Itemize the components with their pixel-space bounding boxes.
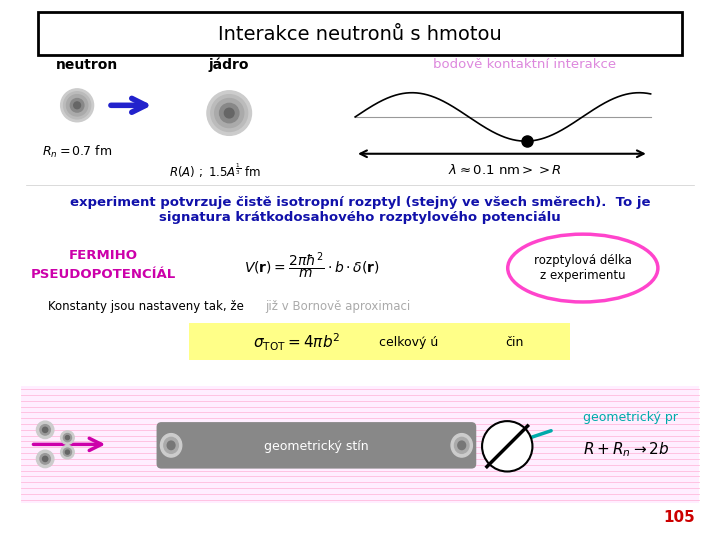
- Ellipse shape: [66, 450, 69, 454]
- Text: FERMIHO
PSEUDOPOTENCÍÁL: FERMIHO PSEUDOPOTENCÍÁL: [31, 249, 176, 281]
- FancyBboxPatch shape: [156, 422, 476, 469]
- Ellipse shape: [42, 427, 48, 433]
- Ellipse shape: [458, 441, 466, 450]
- Ellipse shape: [40, 424, 50, 435]
- Ellipse shape: [161, 434, 181, 457]
- Bar: [21, 386, 699, 503]
- Text: $R(A)\ ;\ 1.5A^{\frac{1}{3}}\ \mathrm{fm}$: $R(A)\ ;\ 1.5A^{\frac{1}{3}}\ \mathrm{fm…: [168, 162, 261, 180]
- Ellipse shape: [211, 94, 248, 131]
- Ellipse shape: [220, 103, 239, 123]
- Ellipse shape: [167, 441, 175, 450]
- Text: $R + R_n \rightarrow 2b$: $R + R_n \rightarrow 2b$: [582, 440, 670, 458]
- Ellipse shape: [164, 437, 179, 454]
- Text: geometrický pr: geometrický pr: [582, 411, 678, 424]
- Text: neutron: neutron: [55, 58, 118, 72]
- Ellipse shape: [60, 431, 74, 444]
- Ellipse shape: [215, 98, 244, 127]
- Ellipse shape: [60, 446, 74, 459]
- Text: celkový ú: celkový ú: [379, 336, 438, 349]
- Ellipse shape: [40, 454, 50, 464]
- FancyBboxPatch shape: [38, 12, 682, 55]
- Text: bodově kontaktní interakce: bodově kontaktní interakce: [433, 58, 616, 71]
- Ellipse shape: [71, 98, 84, 112]
- Text: 105: 105: [663, 510, 696, 525]
- Ellipse shape: [454, 437, 469, 454]
- Ellipse shape: [451, 434, 472, 457]
- Text: rozptylová délka
z experimentu: rozptylová délka z experimentu: [534, 254, 631, 282]
- Ellipse shape: [66, 436, 69, 440]
- Ellipse shape: [63, 434, 71, 442]
- Text: signatura krátkodosahového rozptylového potenciálu: signatura krátkodosahového rozptylového …: [159, 211, 561, 224]
- Text: čin: čin: [505, 336, 523, 349]
- Text: Konstanty jsou nastaveny tak, že: Konstanty jsou nastaveny tak, že: [48, 300, 244, 313]
- Text: $\sigma_{\mathrm{TOT}} = 4\pi b^2$: $\sigma_{\mathrm{TOT}} = 4\pi b^2$: [253, 332, 341, 353]
- Ellipse shape: [60, 89, 94, 122]
- Ellipse shape: [63, 92, 91, 119]
- Text: Interakce neutronů s hmotou: Interakce neutronů s hmotou: [218, 25, 502, 44]
- Ellipse shape: [508, 234, 658, 302]
- Ellipse shape: [482, 421, 532, 471]
- Ellipse shape: [207, 91, 251, 136]
- Text: experiment potvrzuje čistě isotropní rozptyl (stejný ve všech směrech).  To je: experiment potvrzuje čistě isotropní roz…: [70, 195, 650, 208]
- Ellipse shape: [66, 94, 88, 116]
- FancyBboxPatch shape: [189, 323, 570, 360]
- Text: $\lambda \approx 0.1\ \mathrm{nm} >> R$: $\lambda \approx 0.1\ \mathrm{nm} >> R$: [449, 163, 562, 177]
- Text: $R_n = 0.7\ \mathrm{fm}$: $R_n = 0.7\ \mathrm{fm}$: [42, 144, 112, 160]
- Text: $V(\mathbf{r}) = \dfrac{2\pi\hbar^2}{m} \cdot b \cdot \delta(\mathbf{r})$: $V(\mathbf{r}) = \dfrac{2\pi\hbar^2}{m} …: [243, 249, 379, 281]
- Text: již v Bornově aproximaci: již v Bornově aproximaci: [265, 300, 410, 313]
- Ellipse shape: [63, 448, 71, 456]
- Ellipse shape: [37, 421, 54, 438]
- Ellipse shape: [42, 456, 48, 462]
- Ellipse shape: [73, 102, 81, 109]
- Ellipse shape: [225, 108, 234, 118]
- Text: geometrický stín: geometrický stín: [264, 440, 369, 453]
- Text: jádro: jádro: [209, 57, 249, 72]
- Ellipse shape: [37, 450, 54, 468]
